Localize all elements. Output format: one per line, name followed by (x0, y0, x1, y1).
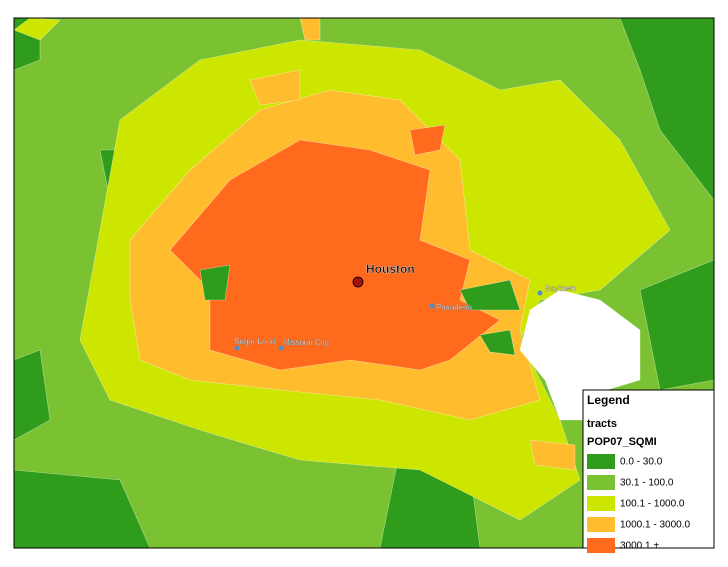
legend-field: POP07_SQMI (587, 436, 657, 448)
legend-swatch (587, 454, 615, 469)
region (459, 279, 521, 311)
region (13, 17, 61, 41)
legend-swatch (587, 475, 615, 490)
city-marker (429, 303, 435, 309)
legend-swatch (587, 538, 615, 553)
legend-title: Legend (587, 393, 630, 407)
city-marker (352, 276, 364, 288)
city-label: Houston (366, 262, 415, 276)
region (249, 69, 301, 106)
map-area (13, 17, 715, 549)
city-marker (537, 290, 543, 296)
legend-label: 100.1 - 1000.0 (620, 499, 685, 510)
city-label: Missouri City (283, 338, 329, 347)
legend-label: 3000.1 + (620, 541, 659, 552)
region (479, 329, 516, 356)
city-label: Sugar Land (234, 337, 275, 346)
legend: Legend tracts POP07_SQMI 0.0 - 30.0 30.1 … (582, 389, 715, 553)
city-marker (278, 345, 284, 351)
legend-swatch (587, 517, 615, 532)
map-frame (13, 17, 715, 549)
legend-label: 1000.1 - 3000.0 (620, 520, 690, 531)
legend-swatch (587, 496, 615, 511)
region (409, 124, 446, 156)
region (529, 439, 576, 471)
legend-label: 0.0 - 30.0 (620, 457, 663, 468)
city-marker (234, 345, 240, 351)
legend-label: 30.1 - 100.0 (620, 478, 674, 489)
region (199, 264, 231, 301)
city-label: Pasadena (436, 303, 473, 312)
city-label: Baytown (545, 284, 576, 293)
legend-layer: tracts (587, 418, 617, 430)
